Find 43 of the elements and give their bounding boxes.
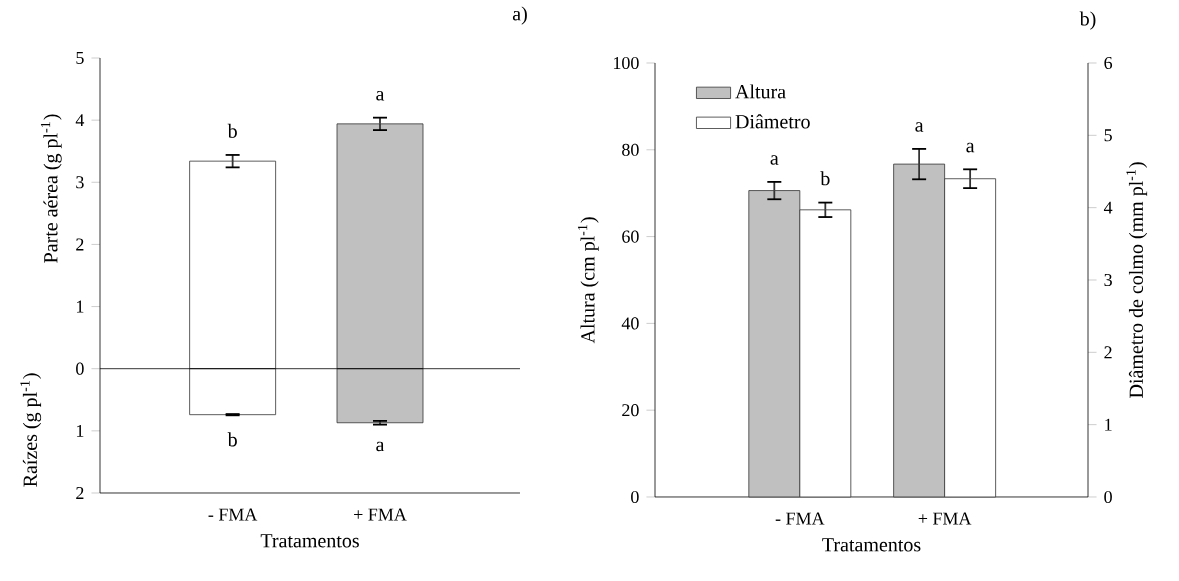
y2-tick-label: 4 [1103,201,1113,214]
y-tick-label: 60 [622,230,639,243]
y-tick-label: 80 [622,143,639,156]
annotation: a [915,122,924,132]
annotation: a [770,155,779,165]
annotation: a [376,441,385,452]
y-tick-label: 100 [613,56,639,70]
y-tick-label: 2 [76,238,84,251]
y-tick-label: 0 [631,490,639,504]
legend-label: Diâmetro [735,114,810,129]
x-tick-label: - FMA [775,512,825,525]
y2-tick-label: 6 [1104,56,1113,70]
y-tick-label: 4 [75,114,85,127]
y2-tick-label: 0 [1104,490,1112,504]
annotation: b [227,123,237,138]
annotation: b [820,171,830,186]
y-tick-label: 3 [76,176,84,189]
y-axis-title: Altura (cm pl$^{-1}$) [577,217,599,344]
x-axis-title: Tratamentos [822,538,921,552]
y2-tick-label: 3 [1104,273,1112,287]
y-tick-label: 20 [622,404,639,417]
y2-tick-label: 5 [1104,129,1112,142]
y2-tick-label: 2 [1104,346,1112,359]
y2-axis-title: Diâmetro de colmo (mm pl$^{-1}$) [1126,162,1148,398]
legend-label: Altura [735,84,786,99]
text: Raízes (g pl$^{-1}$) [20,373,42,487]
chart-title: a) [512,6,527,25]
y-tick-label: 2 [76,487,84,499]
y-tick-label: 0 [76,362,84,375]
x-tick-label: + FMA [354,508,407,521]
y-tick-label: 40 [621,317,639,330]
y-tick-label: 1 [76,424,84,437]
x-axis-title: Tratamentos [260,534,359,548]
y-tick-label: 1 [76,300,84,313]
y-axis-title: Parte aérea (g pl$^{-1}$) [40,114,62,263]
x-tick-label: - FMA [208,508,258,521]
y-tick-label: 5 [76,52,84,64]
x-tick-label: + FMA [918,512,972,525]
annotation: b [227,432,237,447]
chart-title: b) [1079,11,1096,30]
annotation: a [966,142,975,153]
annotation: a [376,91,385,101]
y2-tick-label: 1 [1105,418,1112,431]
